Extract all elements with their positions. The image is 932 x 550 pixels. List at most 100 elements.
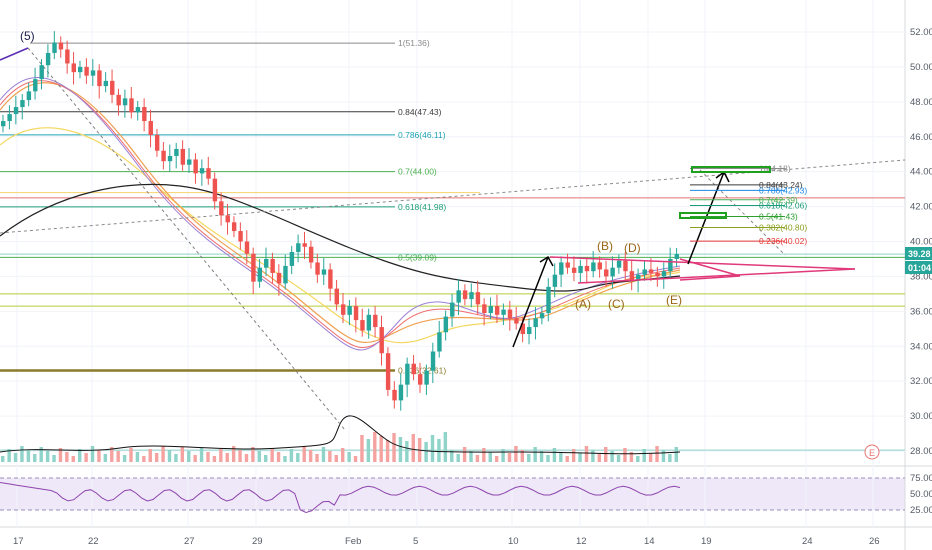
- y-tick-label: 46.00: [910, 132, 932, 143]
- candle-body: [90, 70, 96, 76]
- volume-bar: [244, 454, 249, 462]
- volume-bar: [648, 453, 653, 462]
- volume-bar: [187, 451, 191, 462]
- y-tick-label: 32.00: [910, 376, 932, 387]
- candle-body: [469, 292, 474, 300]
- volume-bar: [668, 454, 672, 462]
- volume-bar: [578, 453, 582, 462]
- candle-body: [206, 168, 211, 179]
- volume-bar: [270, 448, 274, 462]
- candle-body: [417, 374, 423, 385]
- volume-bar: [494, 456, 499, 462]
- x-tick-label: 29: [252, 536, 263, 547]
- candle-body: [39, 65, 44, 80]
- candle-body: [321, 269, 327, 275]
- fib-target-levels: 1(44.18) 0.84(43.24)0.786(42.93)0.7(42.39…: [690, 164, 807, 246]
- y-tick-label: 50.00: [910, 62, 932, 73]
- volume-bar: [103, 454, 108, 462]
- volume-bar: [315, 454, 319, 462]
- volume-bar: [328, 451, 332, 462]
- y-tick-label: 34.00: [910, 341, 932, 352]
- price-axis[interactable]: 28.00 30.00 32.00 34.00 36.00 38.00 40.00 42.00…: [910, 27, 932, 457]
- volume-bar: [142, 456, 146, 462]
- countdown-value: 01:04: [908, 263, 931, 273]
- volume-bar: [225, 453, 229, 462]
- candle-body: [360, 320, 365, 331]
- volume-bar: [283, 456, 287, 462]
- x-tick-label: 27: [184, 536, 195, 547]
- candle-body: [97, 70, 102, 87]
- last-price-tag: [905, 247, 932, 260]
- volume-bar: [507, 453, 512, 462]
- candle-body: [212, 178, 218, 202]
- volume-bar: [520, 450, 525, 462]
- volume-bar: [437, 439, 441, 462]
- candle-body: [514, 318, 519, 324]
- candle-body: [45, 52, 51, 66]
- ma-yellow: [0, 127, 681, 344]
- candle-body: [411, 363, 416, 375]
- volume-bar: [1, 456, 5, 462]
- volume-bar: [559, 452, 563, 462]
- candle-body: [623, 260, 628, 272]
- candle-body: [135, 107, 141, 113]
- volume-bar: [443, 432, 448, 462]
- candle-body: [546, 286, 551, 314]
- x-tick-label: 19: [701, 536, 712, 547]
- volume-bar: [450, 450, 454, 462]
- x-tick-label: 12: [576, 536, 587, 547]
- candle-body: [379, 327, 384, 354]
- volume-bar: [616, 455, 621, 462]
- volume-bar: [571, 449, 576, 462]
- fib-level-label: 0.236(32.61): [398, 366, 446, 376]
- candle-body: [302, 243, 307, 247]
- moving-averages: [0, 77, 681, 351]
- volume-bar: [122, 455, 127, 462]
- volume-bar: [642, 449, 646, 462]
- y-tick-label: 48.00: [910, 97, 932, 108]
- candle-body: [475, 292, 481, 305]
- time-axis[interactable]: 17 22 27 29 Feb 5 10 12 14 19 24 26: [13, 536, 880, 547]
- candle-body: [251, 253, 256, 282]
- volume-bar: [129, 448, 133, 462]
- x-tick-label: Feb: [345, 536, 361, 547]
- candle-body: [616, 260, 622, 268]
- fib-target-label: 0.786(42.93): [759, 185, 807, 195]
- volume-bar: [257, 451, 262, 462]
- wave-label: (C): [608, 297, 625, 311]
- rsi-tick-label: 50.00: [910, 489, 932, 500]
- candle-body: [584, 265, 590, 272]
- candle-body: [257, 267, 263, 282]
- volume-bar: [604, 447, 608, 462]
- candle-body: [154, 135, 160, 151]
- candle-body: [450, 302, 455, 317]
- candle-body: [84, 66, 89, 76]
- y-tick-label: 30.00: [910, 411, 932, 422]
- fib-level-label: 0.84(47.43): [398, 107, 442, 117]
- volume-bar: [636, 456, 640, 462]
- candle-body: [642, 269, 647, 275]
- fib-target-label: 0.5(41.43): [759, 212, 798, 222]
- candle-body: [507, 309, 513, 319]
- volume-bar: [334, 455, 338, 462]
- volume-bar: [546, 455, 550, 462]
- volume-bar: [661, 450, 666, 462]
- candle-body: [52, 42, 57, 53]
- volume-bar: [212, 456, 217, 462]
- candlesticks: [1, 31, 679, 411]
- candle-body: [244, 241, 250, 254]
- volume-bar: [527, 454, 531, 462]
- candle-body: [26, 91, 32, 101]
- x-tick-label: 22: [88, 536, 99, 547]
- y-tick-label: 38.00: [910, 271, 932, 282]
- rsi-line: [0, 482, 681, 514]
- candle-body: [7, 114, 12, 122]
- volume-bar: [501, 449, 505, 462]
- volume-bar: [39, 447, 43, 462]
- x-tick-label: 24: [802, 536, 813, 547]
- dashed-target-line: [699, 169, 786, 256]
- event-badge[interactable]: [864, 444, 880, 460]
- candle-body: [328, 269, 333, 289]
- candle-body: [527, 327, 532, 335]
